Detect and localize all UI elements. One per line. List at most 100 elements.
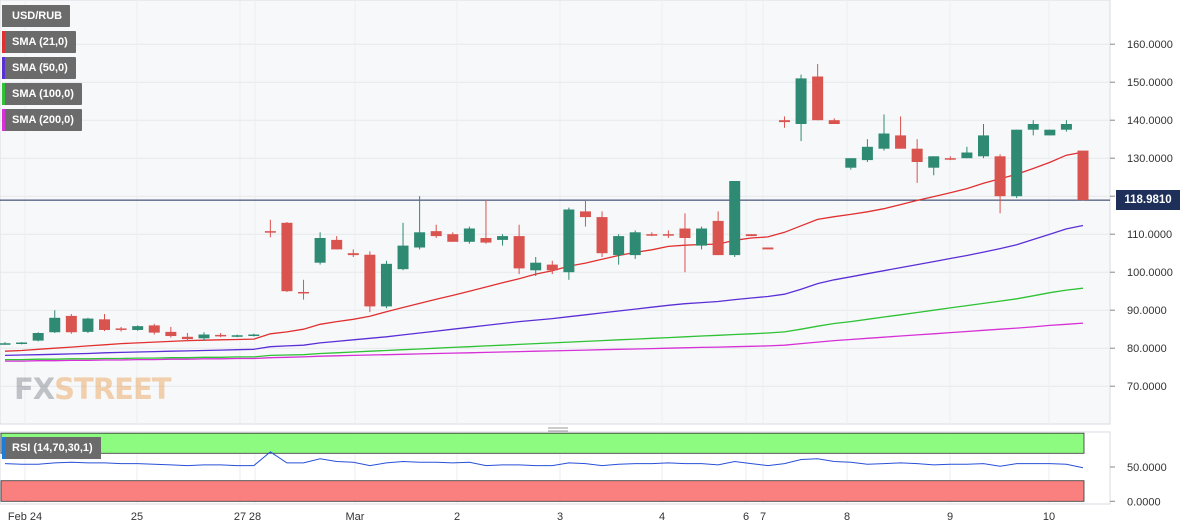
x-tick-label: Feb 24 (8, 511, 42, 523)
candle-body (762, 247, 774, 250)
candle-body (82, 318, 94, 332)
candle (364, 251, 376, 313)
candle-body (16, 342, 28, 344)
x-tick-label: 27 (234, 511, 246, 523)
candle (49, 310, 61, 333)
candle (165, 326, 177, 338)
candle (99, 314, 111, 332)
x-tick-label: 7 (760, 511, 766, 523)
candle (198, 332, 210, 341)
candle (712, 211, 724, 256)
candle (148, 323, 160, 335)
candle (546, 260, 558, 275)
candle (828, 118, 840, 124)
rsi-swatch (2, 437, 5, 459)
candle-body (347, 253, 359, 256)
candle (65, 314, 77, 334)
legend-sma-50[interactable]: SMA (50,0) (2, 57, 76, 79)
legend-sma-100[interactable]: SMA (100,0) (2, 83, 82, 105)
candle-body (828, 120, 840, 124)
candle-body (795, 78, 807, 124)
rsi-overbought-zone (0, 432, 1085, 454)
y-tick-label: 160.0000 (1127, 39, 1173, 51)
x-tick-label: 6 (743, 511, 749, 523)
legend-sma-21[interactable]: SMA (21,0) (2, 31, 76, 53)
candle (181, 333, 193, 342)
candle-body (729, 181, 741, 256)
x-tick-label: 3 (557, 511, 563, 523)
candle (115, 326, 127, 332)
candle (347, 249, 359, 257)
candle-body (298, 291, 310, 294)
candle-body (430, 231, 442, 237)
candle-body (662, 234, 674, 236)
sma-50-swatch (2, 57, 5, 79)
candle (414, 196, 426, 250)
candle (447, 232, 459, 242)
candle (1060, 120, 1072, 132)
sma-100-swatch (2, 83, 5, 105)
candle (480, 200, 492, 244)
candle-body (530, 262, 542, 271)
candle (231, 334, 243, 338)
candle (895, 116, 907, 149)
grid (0, 0, 1111, 505)
candle-body (314, 238, 326, 263)
candle-body (546, 264, 558, 271)
candles (0, 63, 1089, 345)
rsi-legend[interactable]: RSI (14,70,30,1) (2, 437, 101, 459)
candle-body (331, 239, 343, 250)
candle (961, 146, 973, 159)
candle (248, 333, 260, 337)
candle-body (497, 236, 509, 240)
y-tick-label: 80.0000 (1127, 343, 1167, 355)
legend-sma-100-label: SMA (100,0) (12, 88, 74, 100)
candle (298, 279, 310, 300)
candle (878, 114, 890, 151)
candle (331, 236, 343, 250)
candle-body (231, 335, 243, 337)
candle-body (878, 133, 890, 149)
candle (497, 234, 509, 246)
candle-body (65, 315, 77, 333)
candle (32, 332, 44, 342)
candle-body (148, 325, 160, 333)
legend-symbol[interactable]: USD/RUB (2, 5, 71, 27)
candle-body (1011, 129, 1023, 197)
candle (778, 116, 790, 128)
x-tick-label: 2 (454, 511, 460, 523)
candle (928, 156, 940, 176)
x-tick-label: 10 (1043, 511, 1055, 523)
y-tick-label: 100.0000 (1127, 267, 1173, 279)
candle-body (911, 148, 923, 162)
candle-body (397, 245, 409, 270)
rsi-y-tick-label: 50.0000 (1127, 462, 1167, 474)
legend-sma-50-label: SMA (50,0) (12, 62, 68, 74)
candle (613, 234, 625, 265)
candle-body (812, 76, 824, 121)
candle (380, 260, 392, 309)
rsi-legend-label: RSI (14,70,30,1) (12, 442, 93, 454)
candle-body (944, 158, 956, 160)
rsi-oversold-zone (0, 480, 1085, 502)
candle-body (613, 236, 625, 256)
candle (530, 257, 542, 276)
candle-body (463, 228, 475, 242)
price-panel-bg (0, 0, 1111, 425)
candle (745, 234, 757, 237)
candle (82, 317, 94, 333)
candle-body (99, 319, 111, 330)
x-tick-label: 4 (659, 511, 665, 523)
x-tick-label: Mar (346, 511, 365, 523)
candle-body (181, 336, 193, 340)
candle-body (994, 156, 1006, 197)
legend-sma-200[interactable]: SMA (200,0) (2, 109, 82, 131)
candle (911, 139, 923, 183)
candle (281, 222, 293, 292)
candle-body (961, 152, 973, 159)
candle (132, 325, 144, 331)
candle-body (215, 334, 227, 337)
candle-body (281, 222, 293, 292)
candle (563, 207, 575, 280)
